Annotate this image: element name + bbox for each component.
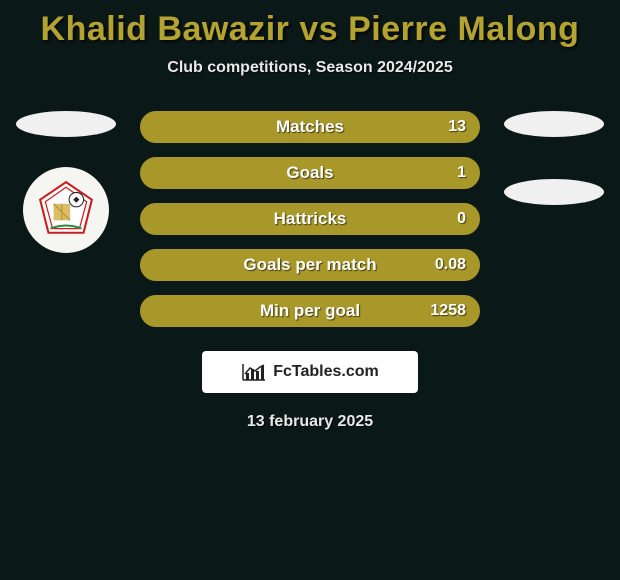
stats-bars: Matches 13 Goals 1 Hattricks 0 Goals per… [140, 111, 480, 327]
stat-label: Min per goal [260, 301, 360, 321]
brand-chart-icon [241, 362, 267, 382]
stat-row-matches: Matches 13 [140, 111, 480, 143]
stat-row-hattricks: Hattricks 0 [140, 203, 480, 235]
stat-right-value: 1258 [430, 302, 466, 320]
stat-label: Hattricks [274, 209, 347, 229]
header: Khalid Bawazir vs Pierre Malong Club com… [0, 0, 620, 83]
page-subtitle: Club competitions, Season 2024/2025 [0, 59, 620, 77]
brand-box[interactable]: FcTables.com [202, 351, 418, 393]
brand-text: FcTables.com [273, 363, 379, 381]
player-right-column [494, 111, 614, 205]
stat-label: Goals [286, 163, 333, 183]
stat-row-goals-per-match: Goals per match 0.08 [140, 249, 480, 281]
stat-row-goals: Goals 1 [140, 157, 480, 189]
player-right-club-ellipse [504, 179, 604, 205]
player-left-column [6, 111, 126, 253]
stat-label: Goals per match [243, 255, 376, 275]
club-badge-icon [35, 179, 97, 241]
comparison-content: Matches 13 Goals 1 Hattricks 0 Goals per… [0, 111, 620, 431]
stat-right-value: 1 [457, 164, 466, 182]
stat-label: Matches [276, 117, 344, 137]
player-left-club-badge [23, 167, 109, 253]
stat-right-value: 0.08 [435, 256, 466, 274]
stat-right-value: 13 [448, 118, 466, 136]
stat-row-min-per-goal: Min per goal 1258 [140, 295, 480, 327]
stat-right-value: 0 [457, 210, 466, 228]
footer-date: 13 february 2025 [0, 413, 620, 431]
player-left-name-ellipse [16, 111, 116, 137]
page-title: Khalid Bawazir vs Pierre Malong [0, 10, 620, 49]
player-right-name-ellipse [504, 111, 604, 137]
